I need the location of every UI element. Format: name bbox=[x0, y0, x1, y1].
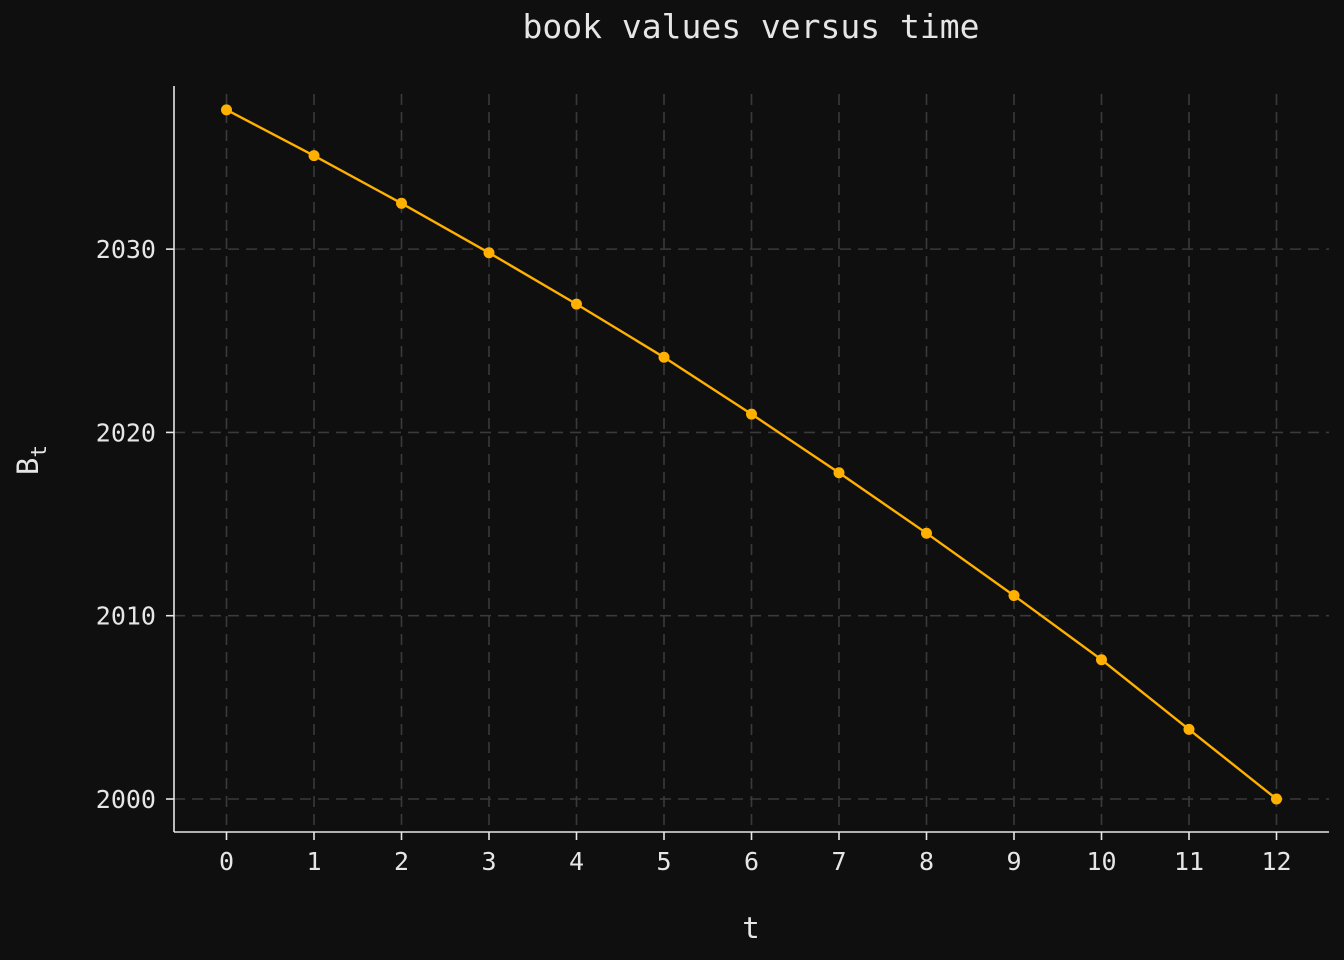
y-tick-label: 2010 bbox=[96, 602, 156, 631]
data-point bbox=[571, 298, 582, 310]
data-point bbox=[396, 197, 407, 209]
x-tick-label: 4 bbox=[569, 847, 584, 876]
x-tick-label: 5 bbox=[656, 847, 671, 876]
data-point bbox=[308, 150, 320, 162]
x-tick-label: 8 bbox=[919, 847, 934, 876]
x-tick-label: 9 bbox=[1006, 847, 1021, 876]
x-axis-label: t bbox=[742, 911, 759, 945]
x-tick-label: 0 bbox=[219, 847, 234, 876]
x-tick-label: 1 bbox=[306, 847, 321, 876]
data-point bbox=[1183, 723, 1195, 735]
data-point bbox=[1096, 654, 1107, 666]
x-tick-label: 7 bbox=[831, 847, 846, 876]
x-tick-label: 3 bbox=[481, 847, 496, 876]
chart-title: book values versus time bbox=[523, 7, 980, 46]
data-point bbox=[1008, 590, 1020, 602]
data-point bbox=[483, 247, 495, 259]
x-tick-label: 11 bbox=[1174, 847, 1204, 876]
y-tick-label: 2020 bbox=[96, 418, 156, 447]
x-tick-label: 10 bbox=[1086, 847, 1116, 876]
x-tick-label: 2 bbox=[394, 847, 409, 876]
grid bbox=[174, 94, 1329, 832]
data-point bbox=[221, 104, 232, 116]
data-point bbox=[833, 467, 845, 479]
y-axis-label-main: B bbox=[11, 458, 45, 475]
data-point bbox=[746, 408, 757, 420]
x-tick-label: 6 bbox=[744, 847, 759, 876]
y-axis-label-subscript: t bbox=[27, 445, 51, 458]
y-tick-label: 2030 bbox=[96, 235, 156, 264]
y-tick-label: 2000 bbox=[96, 785, 156, 814]
x-tick-label: 12 bbox=[1261, 847, 1291, 876]
data-point bbox=[921, 527, 932, 539]
data-point bbox=[1271, 793, 1282, 805]
data-point bbox=[658, 351, 670, 363]
y-axis-label: Bt bbox=[11, 445, 51, 475]
series-layer bbox=[221, 104, 1282, 805]
